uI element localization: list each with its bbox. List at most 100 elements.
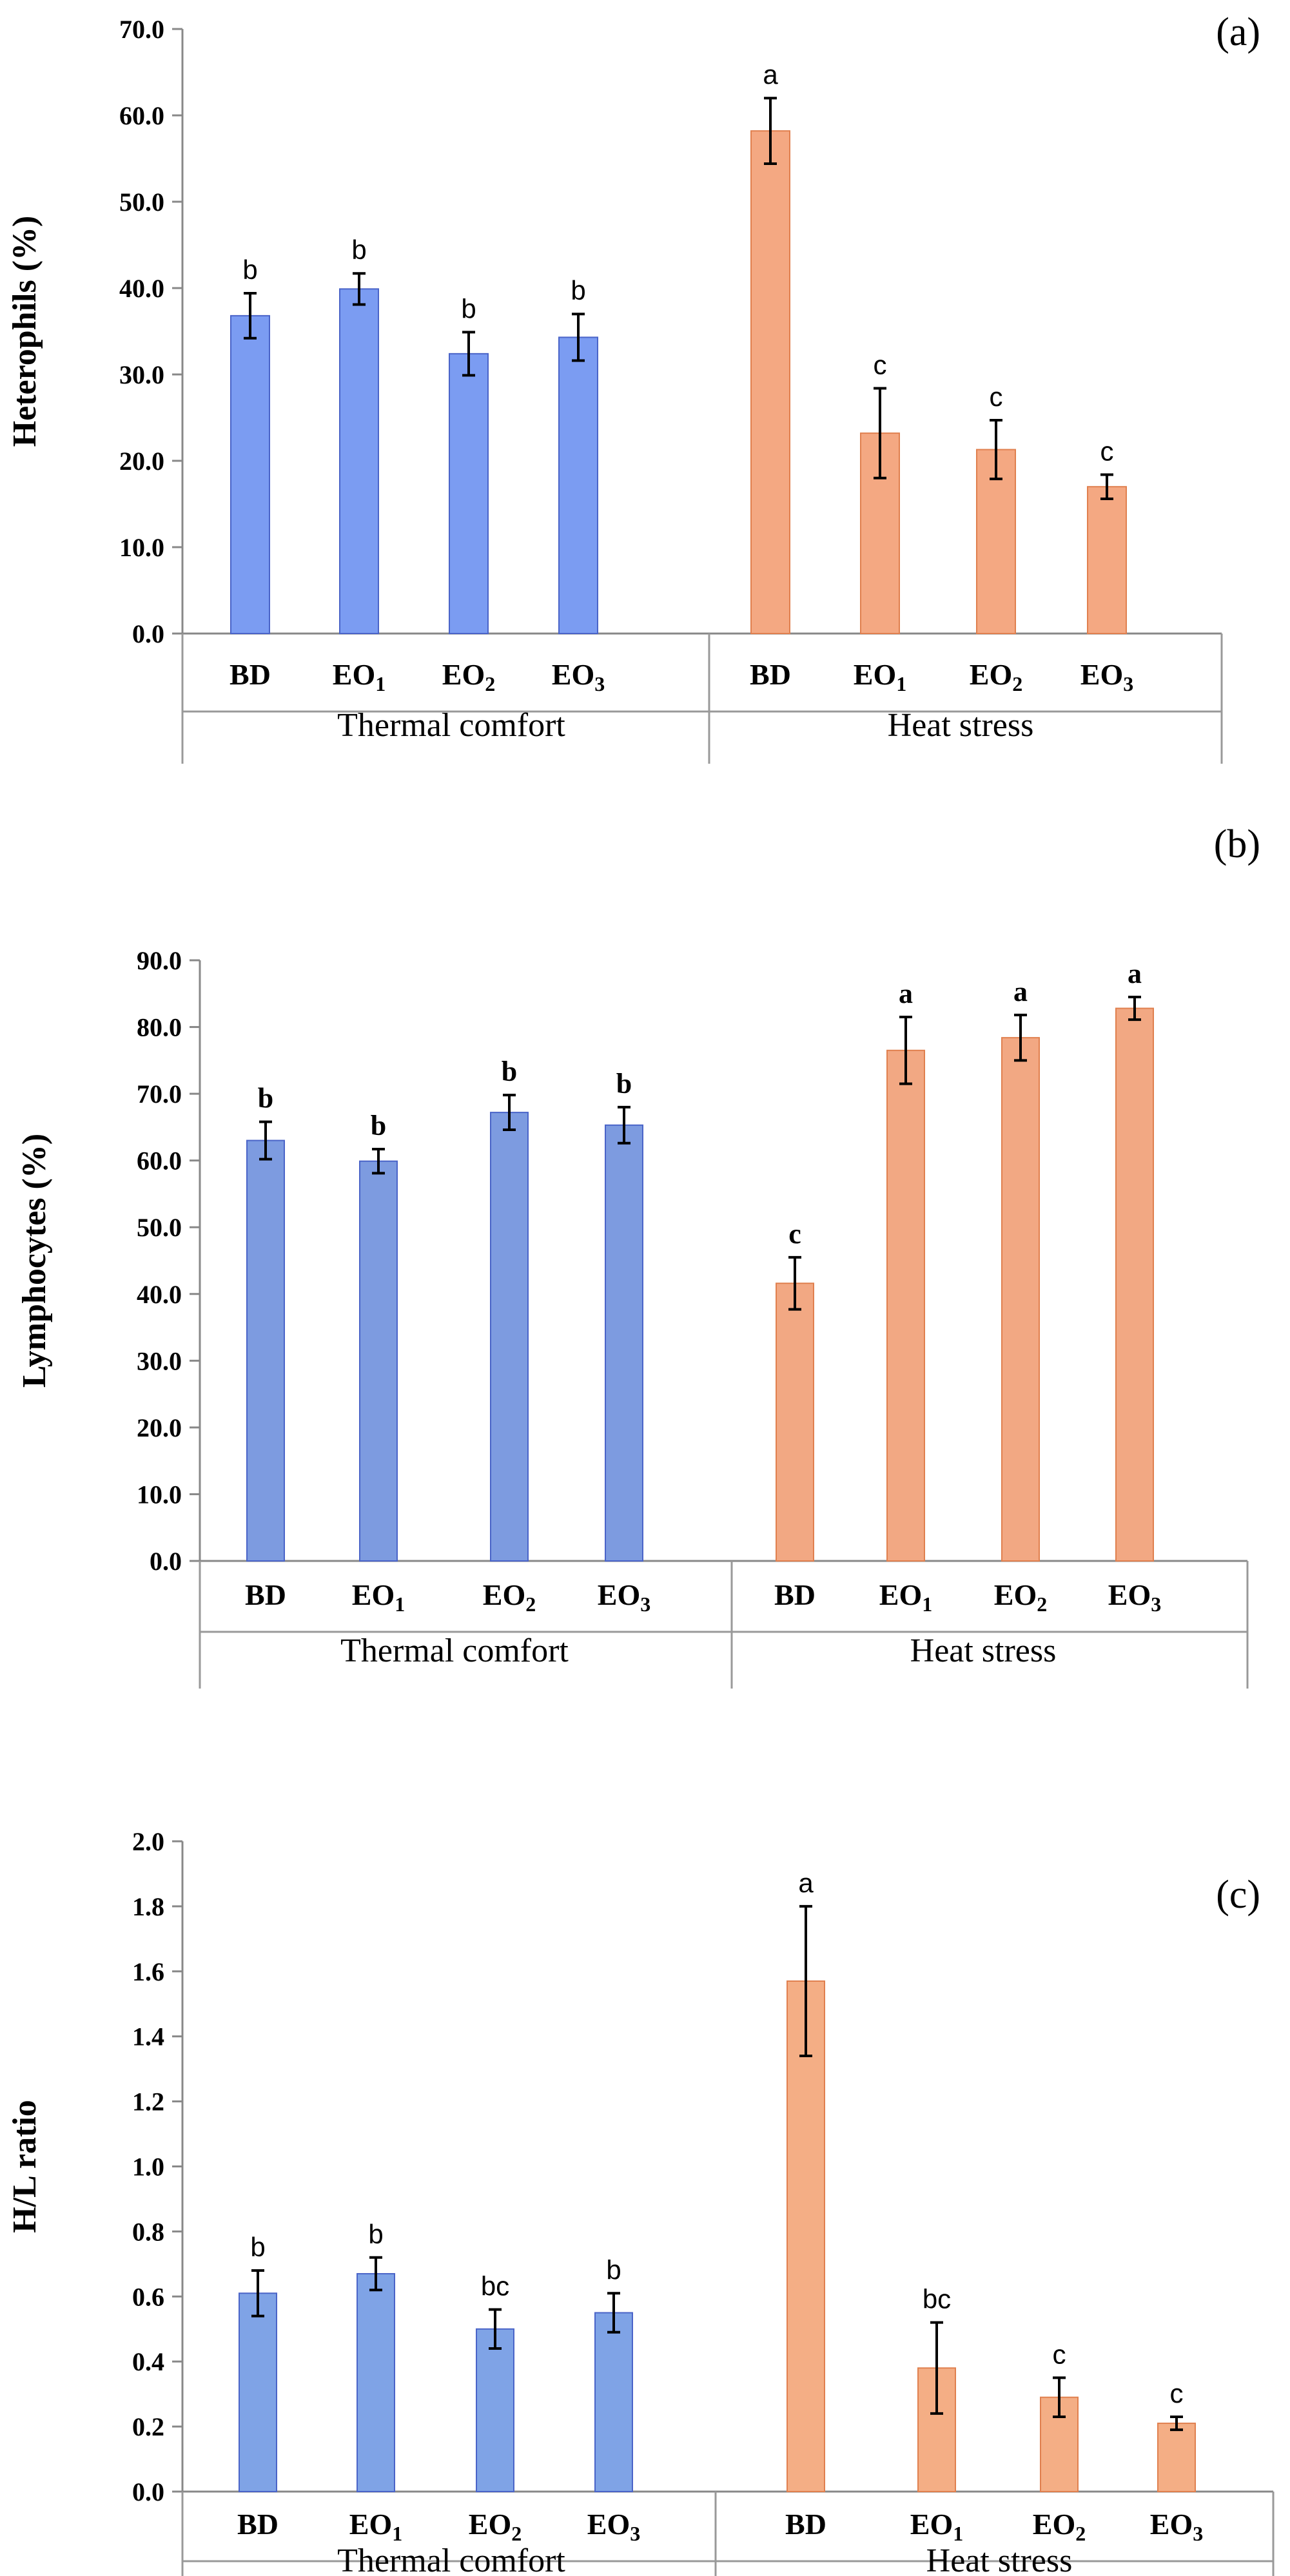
y-axis-label: Lymphocytes (%)	[16, 1134, 53, 1388]
bar	[1157, 2423, 1196, 2492]
group-label: Thermal comfort	[340, 1632, 569, 1669]
category-label: EO1	[333, 658, 386, 695]
bar	[230, 315, 270, 634]
bar	[357, 2272, 395, 2493]
y-tick-label: 50.0	[137, 1213, 182, 1242]
bar	[490, 1112, 529, 1562]
significance-letter: bc	[923, 2284, 951, 2314]
bar	[1087, 486, 1127, 635]
y-tick-label: 60.0	[137, 1147, 182, 1176]
bar	[787, 1980, 825, 2493]
panel-c: (c) H/L ratio 0.0 0.2 0.4 0.6 0.8 1.0 1.2 1.4 1.6 1…	[6, 1827, 1275, 2576]
category-label: EO2	[483, 1578, 536, 1616]
bar	[246, 1139, 285, 1562]
significance-letter: b	[368, 2219, 383, 2249]
panel-label: (a)	[1216, 10, 1260, 54]
category-label: EO1	[879, 1578, 932, 1616]
bar	[476, 2328, 514, 2492]
group-label: Heat stress	[888, 707, 1034, 744]
y-tick-label: 70.0	[119, 15, 164, 44]
y-tick-label: 10.0	[137, 1480, 182, 1509]
significance-letter: b	[571, 275, 585, 305]
significance-letter: c	[1053, 2339, 1066, 2369]
y-tick-label: 0.8	[132, 2217, 164, 2246]
significance-letter: c	[1170, 2378, 1184, 2408]
y-tick-label: 20.0	[137, 1413, 182, 1442]
y-tick-label: 60.0	[119, 101, 164, 130]
bar	[339, 288, 379, 634]
bar	[594, 2312, 633, 2492]
group-label: Thermal comfort	[337, 2542, 565, 2576]
y-tick-label: 1.0	[132, 2153, 164, 2182]
significance-letter: c	[1100, 436, 1114, 466]
category-label: EO3	[1150, 2508, 1203, 2545]
y-tick-label: 1.6	[132, 1957, 164, 1986]
significance-letter: b	[258, 1083, 273, 1114]
bar	[605, 1124, 643, 1562]
bar	[750, 130, 790, 634]
category-label: BD	[237, 2508, 279, 2541]
y-tick-label: 50.0	[119, 188, 164, 217]
significance-letter: b	[606, 2254, 621, 2285]
y-tick-label: 0.6	[132, 2282, 164, 2311]
panel-label: (b)	[1214, 822, 1260, 866]
category-label: EO2	[1033, 2508, 1086, 2545]
bar	[976, 449, 1016, 635]
y-axis-label: H/L ratio	[6, 2100, 43, 2233]
bar	[1115, 1007, 1154, 1562]
y-tick-label: 2.0	[132, 1827, 164, 1856]
y-tick-label: 90.0	[137, 946, 182, 975]
category-label: EO2	[970, 658, 1022, 695]
category-label: BD	[785, 2508, 826, 2541]
category-label: BD	[774, 1578, 816, 1611]
significance-letter: a	[899, 978, 913, 1009]
group-label: Heat stress	[926, 2542, 1073, 2576]
y-tick-label: 1.4	[132, 2022, 164, 2051]
y-tick-label: 0.0	[150, 1547, 182, 1576]
category-label: EO1	[910, 2508, 963, 2545]
y-tick-label: 20.0	[119, 447, 164, 476]
panel-b: (b) Lymphocytes (%) 0.0 10.0 20.0 30.0 40.0 50.…	[16, 822, 1260, 1689]
y-tick-label: 30.0	[119, 360, 164, 389]
bar	[558, 336, 598, 634]
category-label: EO1	[352, 1578, 405, 1616]
significance-letter: a	[763, 59, 778, 90]
significance-letter: b	[242, 255, 257, 285]
significance-letter: b	[371, 1110, 386, 1141]
bar	[886, 1049, 925, 1562]
group-label: Heat stress	[910, 1632, 1057, 1669]
significance-letter: a	[798, 1868, 814, 1898]
category-label: EO3	[587, 2508, 640, 2545]
bar	[449, 353, 489, 635]
significance-letter: c	[788, 1218, 801, 1250]
bar	[239, 2292, 277, 2492]
y-tick-label: 40.0	[137, 1280, 182, 1309]
category-label: EO1	[349, 2508, 402, 2545]
category-label: EO3	[598, 1578, 650, 1616]
category-label: EO3	[1108, 1578, 1161, 1616]
bar	[359, 1160, 398, 1562]
significance-letter: b	[616, 1068, 632, 1099]
significance-letter: b	[461, 293, 476, 324]
panel-label: (c)	[1216, 1873, 1260, 1917]
bar	[776, 1283, 814, 1562]
significance-letter: c	[874, 349, 887, 380]
category-label: EO2	[442, 658, 495, 695]
y-tick-label: 80.0	[137, 1013, 182, 1042]
y-axis-label: Heterophils (%)	[6, 216, 43, 447]
significance-letter: b	[250, 2232, 265, 2262]
significance-letter: bc	[481, 2271, 509, 2301]
y-tick-label: 0.0	[132, 2477, 164, 2506]
category-label: EO2	[994, 1578, 1047, 1616]
significance-letter: a	[1013, 976, 1028, 1007]
panel-a: (a) Heterophils (%) 0.0 10.0 20.0 30.0 40.0 50.…	[6, 10, 1260, 764]
category-label: EO2	[469, 2508, 522, 2545]
significance-letter: b	[502, 1056, 517, 1087]
y-tick-label: 70.0	[137, 1080, 182, 1109]
significance-letter: b	[351, 235, 366, 265]
y-tick-label: 40.0	[119, 274, 164, 303]
category-label: BD	[750, 658, 791, 691]
bar	[1001, 1037, 1040, 1562]
group-label: Thermal comfort	[337, 707, 565, 744]
